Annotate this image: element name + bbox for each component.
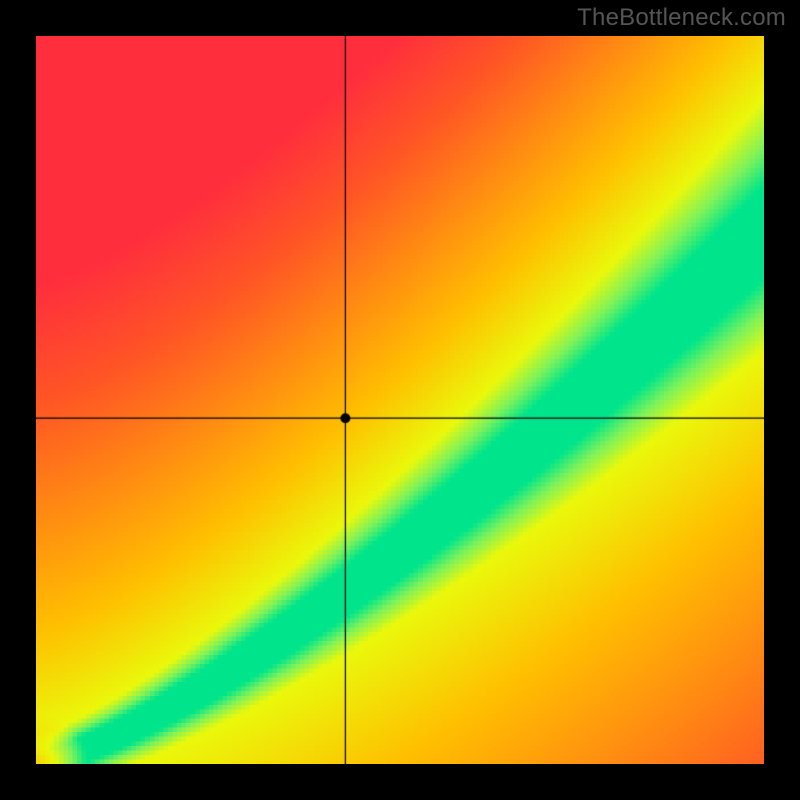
crosshair-overlay <box>36 36 764 764</box>
watermark-text: TheBottleneck.com <box>577 4 786 32</box>
chart-wrapper: TheBottleneck.com <box>0 0 800 800</box>
